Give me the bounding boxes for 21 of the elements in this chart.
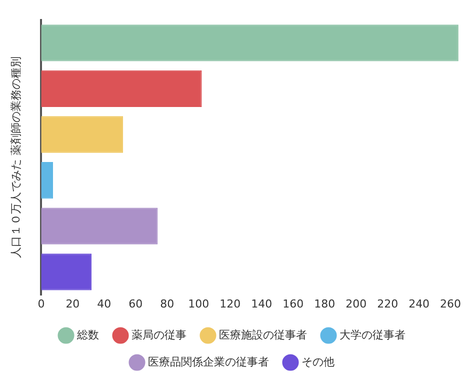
- legend-label: 薬局の従事: [132, 328, 186, 342]
- x-tick-label: 20: [66, 297, 80, 310]
- x-tick-label: 80: [160, 297, 174, 310]
- legend-label: 医療施設の従事者: [219, 328, 307, 342]
- x-tick-label: 0: [38, 297, 45, 310]
- x-tick-label: 160: [282, 297, 304, 310]
- legend-label: 医療品関係企業の従事者: [148, 355, 269, 368]
- legend-label: 大学の従事者: [340, 328, 406, 342]
- x-tick-label: 140: [251, 297, 272, 310]
- x-tick-label: 40: [97, 297, 112, 310]
- legend-label: その他: [302, 355, 334, 368]
- x-tick-label: 100: [188, 297, 210, 310]
- x-tick-label: 120: [220, 297, 241, 310]
- x-tick-label: 240: [408, 297, 430, 310]
- x-tick-label: 220: [377, 297, 398, 310]
- x-tick-label: 260: [440, 297, 462, 310]
- x-tick-label: 180: [314, 297, 336, 310]
- legend-label: 総数: [76, 328, 99, 342]
- y-axis-title: 人口１０万人でみた 薬剤師の業務の種別: [9, 56, 22, 258]
- x-tick-label: 200: [346, 297, 367, 310]
- x-tick-label: 60: [128, 297, 143, 310]
